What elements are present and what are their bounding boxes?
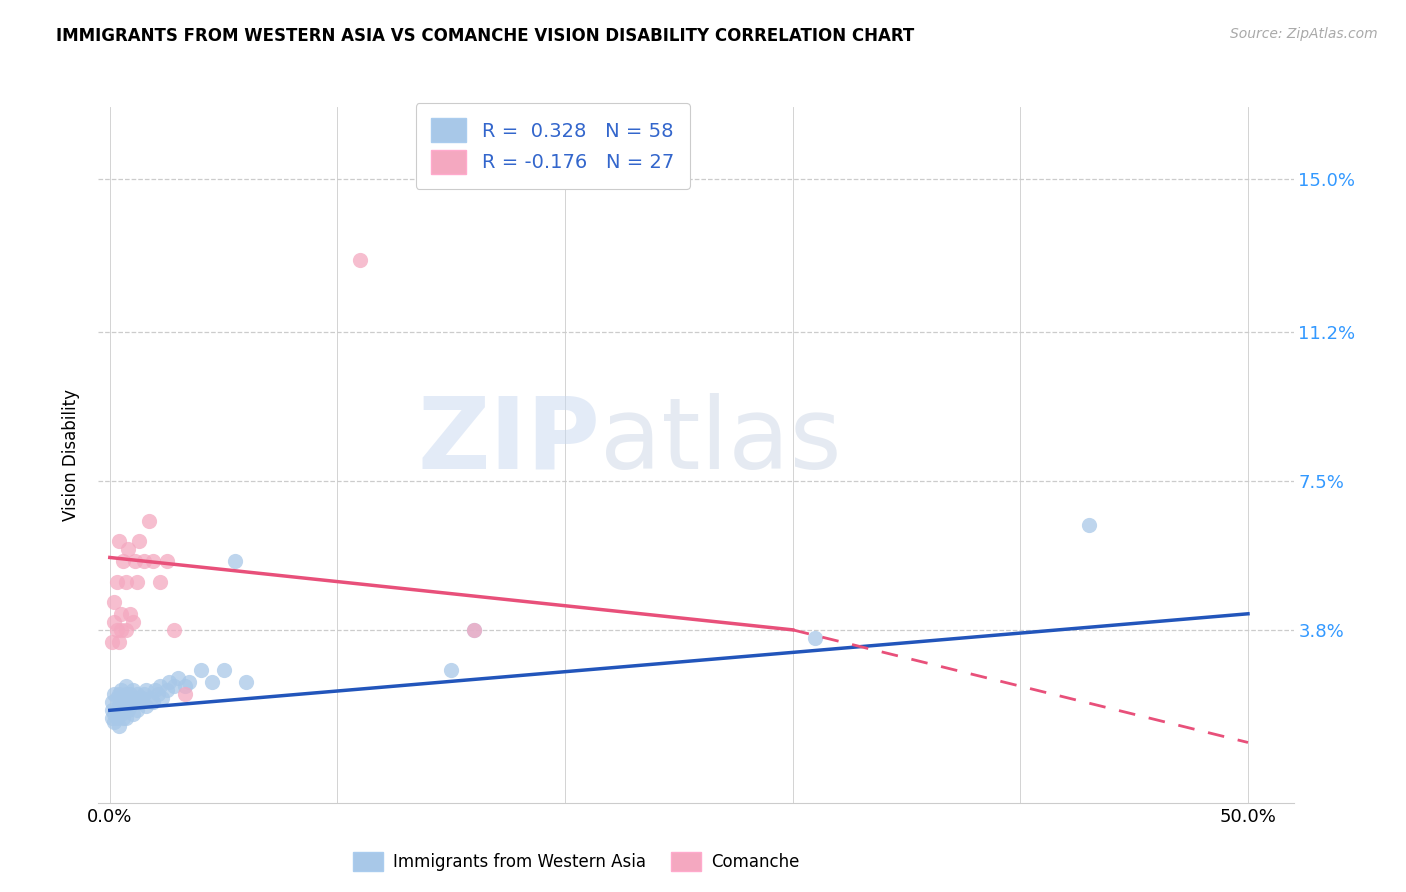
Point [139, 691, 162, 706]
Point [108, 635, 131, 649]
Point [142, 554, 165, 568]
Point [135, 683, 157, 698]
Point [108, 719, 131, 733]
Point [114, 687, 136, 701]
Point [120, 699, 142, 714]
Point [121, 695, 143, 709]
Point [132, 687, 155, 701]
Point [174, 679, 197, 693]
Point [162, 623, 184, 637]
Point [224, 554, 246, 568]
Point [114, 623, 136, 637]
Point [128, 695, 150, 709]
Point [112, 703, 135, 717]
Point [127, 687, 149, 701]
Point [101, 703, 124, 717]
Point [117, 703, 139, 717]
Point [156, 554, 179, 568]
Point [157, 675, 180, 690]
Point [127, 703, 149, 717]
Point [349, 252, 371, 267]
Point [117, 542, 139, 557]
Point [105, 711, 128, 725]
Point [135, 699, 157, 714]
Point [112, 554, 135, 568]
Point [1077, 518, 1099, 533]
Point [105, 703, 128, 717]
Point [212, 663, 235, 677]
Point [201, 675, 224, 690]
Point [156, 683, 179, 698]
Point [108, 534, 131, 549]
Point [103, 707, 125, 722]
Point [105, 691, 128, 706]
Point [174, 687, 197, 701]
Point [132, 554, 155, 568]
Point [103, 715, 125, 730]
Point [112, 691, 135, 706]
Point [103, 615, 125, 629]
Point [101, 635, 124, 649]
Point [103, 595, 125, 609]
Legend: Immigrants from Western Asia, Comanche: Immigrants from Western Asia, Comanche [347, 846, 806, 878]
Point [114, 711, 136, 725]
Point [463, 623, 485, 637]
Point [108, 687, 131, 701]
Point [121, 615, 143, 629]
Point [235, 675, 257, 690]
Point [110, 707, 132, 722]
Point [131, 691, 153, 706]
Point [121, 707, 143, 722]
Point [149, 679, 172, 693]
Point [167, 671, 190, 685]
Point [105, 623, 128, 637]
Point [103, 687, 125, 701]
Point [142, 695, 165, 709]
Point [128, 534, 150, 549]
Point [440, 663, 463, 677]
Point [150, 691, 173, 706]
Point [149, 574, 172, 589]
Point [162, 679, 184, 693]
Text: IMMIGRANTS FROM WESTERN ASIA VS COMANCHE VISION DISABILITY CORRELATION CHART: IMMIGRANTS FROM WESTERN ASIA VS COMANCHE… [56, 27, 914, 45]
Point [127, 574, 149, 589]
Point [804, 631, 827, 645]
Point [120, 607, 142, 621]
Point [179, 675, 201, 690]
Point [124, 554, 146, 568]
Text: Source: ZipAtlas.com: Source: ZipAtlas.com [1230, 27, 1378, 41]
Point [117, 695, 139, 709]
Point [124, 691, 146, 706]
Point [463, 623, 485, 637]
Point [114, 574, 136, 589]
Point [143, 683, 166, 698]
Point [110, 623, 132, 637]
Point [138, 514, 160, 528]
Point [190, 663, 212, 677]
Point [105, 574, 128, 589]
Point [112, 711, 135, 725]
Point [108, 699, 131, 714]
Point [120, 687, 142, 701]
Point [114, 699, 136, 714]
Text: ZIP: ZIP [418, 392, 600, 490]
Point [114, 679, 136, 693]
Point [121, 683, 143, 698]
Point [101, 695, 124, 709]
Point [146, 687, 169, 701]
Text: atlas: atlas [600, 392, 842, 490]
Point [110, 695, 132, 709]
Point [110, 683, 132, 698]
Point [110, 607, 132, 621]
Point [101, 711, 124, 725]
Y-axis label: Vision Disability: Vision Disability [62, 389, 80, 521]
